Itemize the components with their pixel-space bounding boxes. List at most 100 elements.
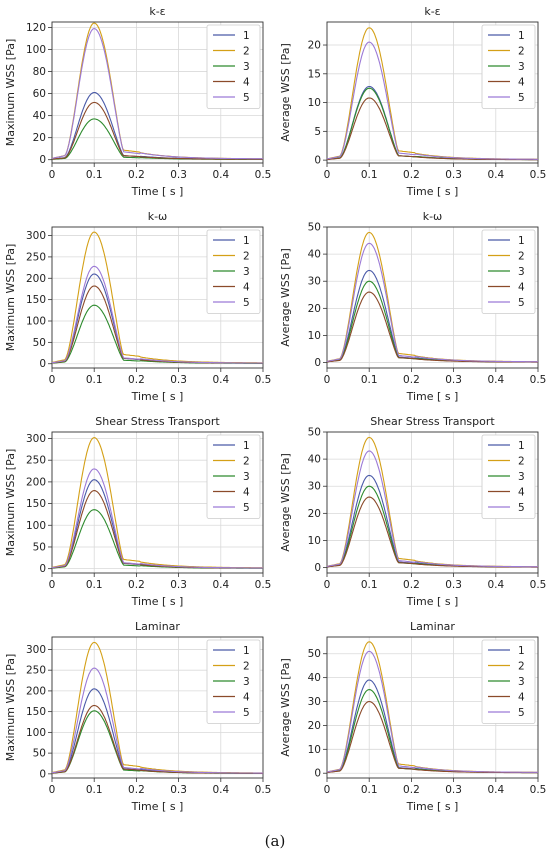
legend-label: 1: [243, 645, 250, 657]
x-axis-label: Time [ s ]: [406, 800, 459, 813]
y-tick-label: 0: [39, 563, 46, 575]
x-tick-label: 0: [324, 374, 331, 386]
y-tick-label: 300: [26, 433, 46, 445]
x-tick-label: 0.3: [445, 579, 462, 591]
series-line-5: [51, 28, 264, 160]
y-tick-label: 30: [308, 276, 321, 288]
x-tick-label: 0: [324, 784, 331, 796]
y-tick-label: 20: [308, 303, 321, 315]
x-tick-label: 0: [49, 169, 56, 181]
x-tick-label: 0.5: [255, 784, 272, 796]
legend-label: 3: [518, 266, 525, 278]
x-tick-label: 0.5: [530, 579, 547, 591]
x-tick-label: 0.4: [487, 579, 504, 591]
line-chart: Shear Stress Transport 0 0.1 0.2 0.3 0.4 0.5 0 1…: [279, 415, 547, 608]
legend-label: 3: [243, 676, 250, 688]
series-line-5: [326, 450, 538, 568]
x-tick-label: 0.3: [170, 784, 187, 796]
series-line-5: [326, 41, 538, 160]
line-chart: Shear Stress Transport 0 0.1 0.2 0.3 0.4 0.5 0 5…: [4, 415, 271, 608]
chart-grid: k-ε 0 0.1 0.2 0.3 0.4 0.5 0 20 40 60 80 100 120 Time […: [4, 5, 547, 813]
y-tick-label: 20: [308, 508, 321, 520]
y-tick-label: 80: [33, 66, 46, 78]
legend-label: 2: [243, 46, 250, 58]
x-tick-label: 0.5: [255, 169, 272, 181]
legend-box: [206, 24, 261, 109]
x-tick-label: 0.2: [128, 169, 145, 181]
y-tick-label: 40: [33, 110, 46, 122]
x-axis-label: Time [ s ]: [131, 390, 184, 403]
x-tick-label: 0.4: [212, 579, 229, 591]
legend-box: [206, 434, 261, 519]
line-chart: k-ω 0 0.1 0.2 0.3 0.4 0.5 0 10 20 30 40 50 Time [ s ]…: [279, 210, 546, 403]
plot-frame: [326, 21, 539, 164]
legend-label: 4: [243, 282, 250, 294]
y-axis-label: Maximum WSS [Pa]: [4, 39, 17, 147]
y-tick-label: 20: [308, 40, 321, 52]
legend-label: 4: [243, 692, 250, 704]
legend-label: 5: [518, 92, 525, 104]
legend-box: [206, 639, 261, 724]
y-tick-label: 250: [26, 455, 46, 467]
x-tick-label: 0.1: [361, 784, 378, 796]
legend-box: [481, 24, 536, 109]
x-axis-label: Time [ s ]: [131, 595, 184, 608]
y-tick-label: 5: [314, 126, 321, 138]
y-tick-label: 0: [314, 155, 321, 167]
y-tick-label: 50: [308, 648, 321, 660]
y-axis-label: Maximum WSS [Pa]: [4, 244, 17, 352]
plot-frame: [51, 431, 264, 574]
series-line-3: [51, 118, 263, 160]
legend-label: 5: [243, 502, 250, 514]
series-line-3: [51, 304, 263, 364]
x-tick-label: 0.1: [361, 169, 378, 181]
line-chart: Laminar 0 0.1 0.2 0.3 0.4 0.5 0 50 100 150 200 250 30…: [4, 620, 272, 813]
plot-frame: [51, 21, 264, 164]
y-tick-label: 200: [26, 685, 46, 697]
y-axis-label: Average WSS [Pa]: [279, 658, 292, 756]
y-tick-label: 250: [26, 665, 46, 677]
x-tick-label: 0.5: [530, 784, 547, 796]
legend-label: 2: [243, 456, 250, 468]
x-tick-label: 0: [324, 169, 331, 181]
y-tick-label: 60: [33, 88, 46, 100]
legend-label: 4: [518, 77, 525, 89]
y-tick-label: 150: [26, 294, 46, 306]
legend-label: 3: [518, 471, 525, 483]
x-tick-label: 0.3: [445, 784, 462, 796]
legend-label: 2: [518, 46, 525, 58]
y-tick-label: 15: [308, 68, 321, 80]
legend-label: 5: [518, 297, 525, 309]
plot-frame: [51, 226, 264, 369]
x-tick-label: 0.1: [361, 579, 378, 591]
legend-label: 1: [518, 440, 525, 452]
legend-label: 5: [518, 707, 525, 719]
legend-label: 3: [518, 61, 525, 73]
legend-label: 3: [243, 471, 250, 483]
x-tick-label: 0.2: [403, 374, 420, 386]
x-tick-label: 0.4: [487, 784, 504, 796]
legend-label: 4: [243, 77, 250, 89]
y-axis-label: Maximum WSS [Pa]: [4, 654, 17, 762]
legend-label: 1: [243, 30, 250, 42]
legend-label: 5: [518, 502, 525, 514]
legend-label: 1: [243, 440, 250, 452]
x-axis-label: Time [ s ]: [406, 390, 459, 403]
line-chart: Laminar 0 0.1 0.2 0.3 0.4 0.5 0 10 20 30 40 50 Time […: [279, 620, 547, 813]
y-tick-label: 10: [308, 97, 321, 109]
y-axis-label: Average WSS [Pa]: [279, 248, 292, 346]
plot-frame: [326, 636, 539, 779]
y-tick-label: 150: [26, 498, 46, 510]
x-tick-label: 0.2: [128, 784, 145, 796]
line-chart: k-ε 0 0.1 0.2 0.3 0.4 0.5 0 20 40 60 80 100 120 Time […: [4, 5, 272, 198]
legend-box: [481, 434, 536, 519]
legend-label: 5: [243, 92, 250, 104]
y-axis-label: Average WSS [Pa]: [279, 453, 292, 551]
y-tick-label: 40: [308, 454, 321, 466]
y-tick-label: 50: [33, 541, 46, 553]
legend-label: 3: [243, 61, 250, 73]
plot-frame: [326, 226, 539, 369]
plot-frame: [51, 636, 264, 779]
line-chart: k-ω 0 0.1 0.2 0.3 0.4 0.5 0 50 100 150 200 250 300 Tim…: [4, 210, 271, 403]
y-tick-label: 0: [39, 358, 46, 370]
